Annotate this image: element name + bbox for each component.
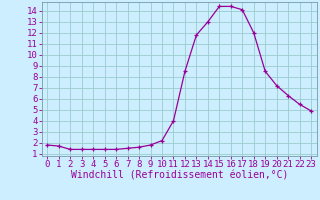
X-axis label: Windchill (Refroidissement éolien,°C): Windchill (Refroidissement éolien,°C) (70, 171, 288, 181)
